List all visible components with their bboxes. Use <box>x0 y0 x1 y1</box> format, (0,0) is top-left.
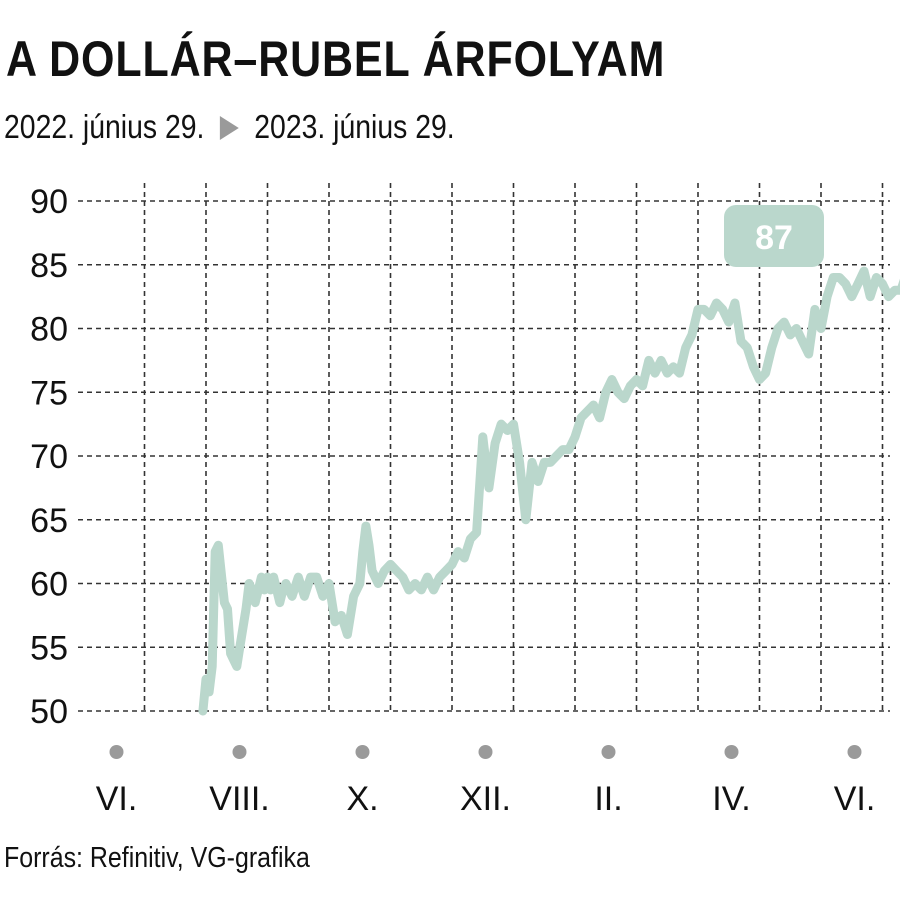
x-tick-dot <box>478 745 493 759</box>
x-tick-label: VI. <box>834 780 876 818</box>
x-tick-dot <box>601 745 616 759</box>
page-title: A DOLLÁR–RUBEL ÁRFOLYAM <box>6 31 666 87</box>
y-tick-label: 90 <box>30 183 68 221</box>
date-end: 2023. június 29. <box>254 108 455 145</box>
x-tick-dot <box>724 745 739 759</box>
x-tick-dot <box>847 745 862 759</box>
end-label-badge <box>724 205 824 267</box>
date-start: 2022. június 29. <box>4 108 205 145</box>
end-label-text: 87 <box>755 219 793 257</box>
y-tick-label: 55 <box>30 629 68 667</box>
x-tick-label: IV. <box>712 780 750 818</box>
arrow-right-icon <box>219 116 239 141</box>
x-tick-dot <box>109 745 124 759</box>
x-axis-ticks: VI. VIII. X. XII. II. IV. VI. <box>96 745 876 818</box>
x-tick-label: VI. <box>96 780 138 818</box>
y-tick-label: 75 <box>30 374 68 412</box>
x-tick-label: XII. <box>460 780 511 818</box>
x-tick-dot <box>232 745 247 759</box>
y-tick-label: 50 <box>30 693 68 731</box>
date-range: 2022. június 29. 2023. június 29. <box>4 108 455 146</box>
x-tick-dot <box>355 745 370 759</box>
exchange-rate-line <box>198 266 900 716</box>
y-tick-label: 65 <box>30 502 68 540</box>
source-note: Forrás: Refinitiv, VG-grafika <box>4 842 310 874</box>
y-tick-label: 60 <box>30 566 68 604</box>
x-tick-label: II. <box>594 780 622 818</box>
series-layer <box>198 266 900 716</box>
end-value-label: 87 <box>724 205 824 267</box>
y-tick-label: 80 <box>30 311 68 349</box>
y-tick-label: 85 <box>30 247 68 285</box>
x-tick-label: VIII. <box>209 780 269 818</box>
x-tick-label: X. <box>346 780 378 818</box>
y-tick-label: 70 <box>30 438 68 476</box>
y-axis-ticks: 90 85 80 75 70 65 60 55 50 <box>30 183 68 731</box>
